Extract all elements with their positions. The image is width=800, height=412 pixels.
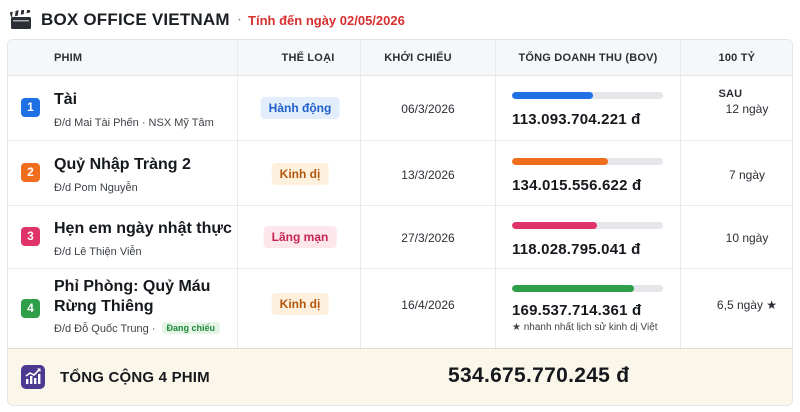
table-row[interactable]: 1 Tài Đ/d Mai Tài Phến · NSX Mỹ Tâm Hành… [8, 76, 792, 141]
gross-progress-fill [512, 92, 594, 99]
release-date: 13/3/2026 [401, 168, 455, 182]
film-credit: Đ/d Đỗ Quốc Trung · Đang chiếu [54, 322, 221, 335]
film-title[interactable]: Tài [54, 91, 78, 108]
column-divider [680, 40, 681, 349]
gross-value: 113.093.704.221 đ [512, 111, 641, 128]
column-divider [495, 40, 496, 349]
header-separator: · [236, 11, 243, 28]
rank-badge: 3 [21, 227, 40, 246]
column-divider [237, 40, 238, 349]
days-to-100b: 12 ngày [725, 102, 769, 116]
as-of-date: Tính đến ngày 02/05/2026 [248, 12, 405, 28]
film-title-line-2[interactable]: Rừng Thiêng [54, 298, 154, 315]
trending-chart-icon [21, 365, 45, 389]
film-title[interactable]: Hẹn em ngày nhật thực [54, 220, 232, 237]
box-office-table: PHIM THỂ LOẠI KHỞI CHIẾU TỔNG DOANH THU … [7, 39, 793, 406]
now-showing-badge: Đang chiếu [161, 322, 221, 334]
rank-badge: 2 [21, 163, 40, 182]
table-row[interactable]: 3 Hẹn em ngày nhật thực Đ/d Lê Thiện Viễ… [8, 206, 792, 269]
gross-progress-fill [512, 222, 597, 229]
table-header: PHIM THỂ LOẠI KHỞI CHIẾU TỔNG DOANH THU … [8, 40, 792, 100]
film-credit: Đ/d Pom Nguyễn [54, 182, 138, 194]
genre-tag: Kinh dị [271, 293, 329, 315]
gross-value: 134.015.556.622 đ [512, 177, 642, 194]
film-credit-text: Đ/d Đỗ Quốc Trung · [54, 323, 156, 335]
gross-progress-fill [512, 158, 609, 165]
col-header-release: KHỞI CHIẾU [384, 52, 452, 64]
rank-badge: 1 [21, 98, 40, 117]
table-row[interactable]: 4 Phỉ Phòng: Quỷ Máu Rừng Thiêng Đ/d Đỗ … [8, 269, 792, 349]
column-divider [360, 40, 361, 349]
gross-progress-fill [512, 285, 634, 292]
gross-value: 118.028.795.041 đ [512, 241, 641, 258]
days-to-100b: 7 ngày [728, 168, 766, 182]
total-footer: TỔNG CỘNG 4 PHIM 534.675.770.245 đ [8, 349, 792, 405]
gross-progress-bar [512, 158, 663, 165]
genre-tag: Kinh dị [271, 163, 329, 185]
total-label: TỔNG CỘNG 4 PHIM [60, 369, 210, 386]
page-header: BOX OFFICE VIETNAM · Tính đến ngày 02/05… [10, 6, 405, 34]
release-date: 27/3/2026 [401, 231, 455, 245]
film-title[interactable]: Phỉ Phòng: Quỷ Máu [54, 278, 211, 295]
brand-title: BOX OFFICE VIETNAM [41, 10, 230, 29]
gross-progress-bar [512, 92, 663, 99]
film-title[interactable]: Quỷ Nhập Tràng 2 [54, 156, 191, 173]
gross-value: 169.537.714.361 đ [512, 302, 642, 319]
genre-tag: Lãng mạn [263, 226, 337, 248]
col-header-genre: THỂ LOẠI [281, 52, 335, 64]
col-header-film: PHIM [54, 52, 83, 64]
release-date: 06/3/2026 [401, 102, 455, 116]
rank-badge: 4 [21, 299, 40, 318]
col-header-milestone: 100 TỶ SAU [718, 52, 756, 100]
gross-progress-bar [512, 285, 663, 292]
clapperboard-icon [10, 10, 31, 29]
days-to-100b: 10 ngày [725, 231, 769, 245]
record-note: ★ nhanh nhất lịch sử kinh dị Việt [512, 322, 658, 333]
film-credit: Đ/d Lê Thiện Viễn [54, 246, 142, 258]
release-date: 16/4/2026 [401, 298, 455, 312]
gross-progress-bar [512, 222, 663, 229]
col-header-gross: TỔNG DOANH THU (BOV) [518, 52, 658, 64]
table-row[interactable]: 2 Quỷ Nhập Tràng 2 Đ/d Pom Nguyễn Kinh d… [8, 141, 792, 206]
film-credit: Đ/d Mai Tài Phến · NSX Mỹ Tâm [54, 117, 214, 129]
genre-tag: Hành động [260, 97, 340, 119]
total-value: 534.675.770.245 đ [448, 364, 630, 387]
days-to-100b: 6,5 ngày ★ [716, 298, 778, 312]
